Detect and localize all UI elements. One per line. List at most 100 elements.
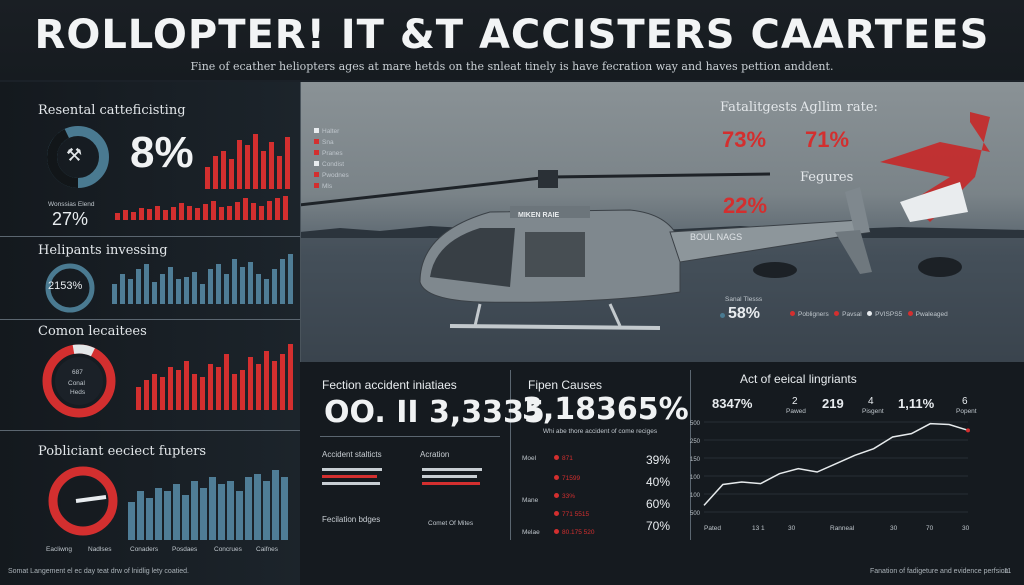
right-legend: Pobligners Pavsal PVISPS5 Pwaleaged [790, 311, 948, 318]
bar [200, 284, 205, 304]
bar [139, 208, 144, 220]
bar-chart-blue-2 [128, 470, 294, 540]
bar [184, 277, 189, 305]
col1-sub4: Comet Of Mites [428, 520, 473, 527]
bar [211, 201, 216, 220]
bar [123, 210, 128, 220]
heli-tail-text: BOUL NAGS [690, 232, 742, 242]
bar-chart-red-2 [115, 196, 295, 220]
bar [227, 206, 232, 220]
bar [146, 498, 153, 540]
bar [288, 254, 293, 304]
bar [280, 354, 285, 410]
helicopter-scene [300, 82, 1024, 362]
section4-title: Pobliciant eeciect fupters [38, 444, 206, 459]
bar [200, 488, 207, 541]
bar [182, 495, 189, 541]
bar [152, 282, 157, 305]
series-line [704, 424, 968, 506]
bar [248, 357, 253, 410]
p22-value: 22% [723, 193, 767, 219]
bar [184, 361, 189, 411]
bar [160, 377, 165, 410]
bar [261, 151, 266, 190]
bar [224, 354, 229, 410]
donut-chart: ⚒ [46, 125, 110, 189]
bar [208, 364, 213, 410]
line-chart: 500 250 150 100 100 500 [688, 418, 988, 528]
bar [264, 279, 269, 304]
bar [254, 474, 261, 541]
bar [176, 370, 181, 410]
bar [200, 377, 205, 410]
legend-item: Halter [314, 126, 349, 137]
gauge-value: 2153% [48, 280, 82, 292]
bar [179, 203, 184, 220]
p58-value: 58% [720, 305, 760, 323]
bar [248, 262, 253, 305]
bar [224, 274, 229, 304]
col1-big: OO. II 3,3335 [324, 395, 545, 430]
col1-title: Fection accident iniatiaes [322, 378, 457, 392]
section3-title: Comon lecaitees [38, 324, 147, 339]
bar [259, 206, 264, 220]
bar [264, 351, 269, 410]
bar [216, 367, 221, 410]
page-subtitle: Fine of ecather heliopters ages at mare … [0, 60, 1024, 73]
y-tick-label: 100 [690, 475, 701, 481]
bar [240, 267, 245, 305]
bar [272, 269, 277, 304]
col1-textblock [322, 464, 502, 504]
bar-axis-ticks [115, 221, 295, 229]
bar [219, 207, 224, 220]
bar [269, 142, 274, 189]
bar [192, 374, 197, 410]
legend-item: Sna [314, 137, 349, 148]
bar [128, 279, 133, 304]
agl-label: Agllim rate: [800, 100, 878, 115]
bar [243, 198, 248, 220]
bar [128, 502, 135, 541]
fig-label: Fegures [800, 170, 853, 185]
bar [205, 167, 210, 189]
bar-chart-blue-1 [112, 254, 292, 304]
bar [272, 470, 279, 540]
bar [281, 477, 288, 540]
bar [283, 196, 288, 220]
bar [277, 156, 282, 189]
bar [136, 387, 141, 410]
bar [192, 272, 197, 305]
bar [115, 213, 120, 220]
col2-big: 3,18365% [522, 392, 689, 427]
divider [0, 236, 300, 237]
col2-note: Whi abe thore accident of come reciges [530, 428, 670, 435]
bar [164, 491, 171, 540]
bar [221, 151, 226, 190]
bar [218, 484, 225, 540]
agl-value: 71% [805, 127, 849, 153]
bar [147, 209, 152, 220]
divider [0, 430, 300, 431]
bar [160, 274, 165, 304]
bar [232, 259, 237, 304]
bar [144, 264, 149, 304]
bar [208, 269, 213, 304]
bar [176, 279, 181, 304]
gauge-top: 687 [72, 369, 83, 376]
bar [272, 361, 277, 411]
bar [232, 374, 237, 410]
bar-chart-red-1 [205, 134, 295, 189]
y-tick-label: 250 [690, 439, 701, 445]
y-tick-label: 100 [690, 493, 701, 499]
series-end-point [966, 428, 970, 432]
bar [131, 212, 136, 220]
bar [173, 484, 180, 540]
helicopter-illustration [300, 82, 1024, 362]
bar [256, 274, 261, 304]
bar [245, 477, 252, 540]
bar [216, 264, 221, 304]
col3-title: Act of eeical lingriants [740, 372, 857, 386]
bar [168, 367, 173, 410]
bar [256, 364, 261, 410]
col1-sub1: Accident stalticts [322, 450, 382, 459]
